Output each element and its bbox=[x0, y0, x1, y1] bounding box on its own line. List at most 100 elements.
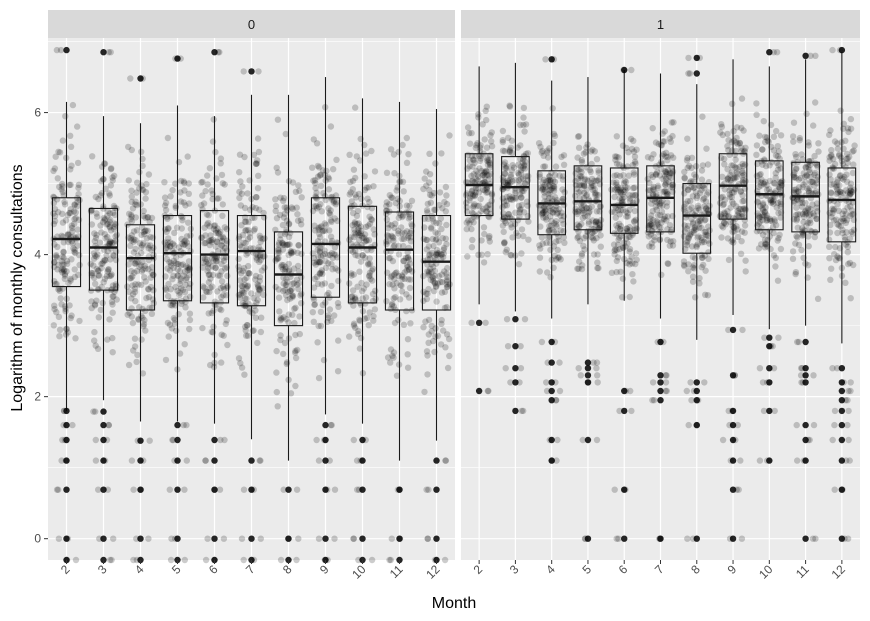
jitter-point bbox=[211, 222, 219, 229]
jitter-point bbox=[178, 261, 185, 269]
jitter-point bbox=[104, 212, 111, 219]
jitter-point bbox=[369, 277, 376, 284]
jitter-point bbox=[753, 100, 760, 107]
jitter-point bbox=[219, 283, 227, 290]
jitter-point bbox=[289, 294, 296, 301]
jitter-point bbox=[214, 238, 221, 246]
jitter-point bbox=[177, 198, 184, 205]
jitter-point bbox=[106, 192, 114, 199]
outlier-point bbox=[322, 457, 329, 464]
jitter-point bbox=[355, 327, 362, 335]
jitter-point bbox=[254, 296, 261, 304]
jitter-point bbox=[845, 260, 852, 268]
jitter-point bbox=[755, 245, 763, 252]
jitter-point bbox=[631, 218, 638, 226]
jitter-point bbox=[181, 241, 189, 248]
jitter-point bbox=[364, 195, 371, 202]
jitter-point bbox=[94, 213, 101, 220]
jitter-point bbox=[281, 210, 288, 217]
jitter-point bbox=[805, 243, 812, 250]
jitter-point bbox=[468, 129, 475, 137]
jitter-point bbox=[272, 283, 279, 291]
jitter-point bbox=[220, 235, 227, 242]
jitter-point bbox=[359, 252, 366, 259]
jitter-point bbox=[174, 266, 181, 273]
facet-strip-label: 1 bbox=[657, 17, 664, 32]
jitter-point bbox=[129, 273, 136, 280]
jitter-point bbox=[326, 251, 334, 259]
jitter-point bbox=[326, 227, 333, 234]
jitter-point bbox=[524, 202, 531, 209]
jitter-point bbox=[275, 247, 282, 254]
jitter-point bbox=[253, 256, 260, 263]
jitter-point bbox=[204, 261, 212, 268]
jitter-point bbox=[202, 457, 209, 464]
jitter-point bbox=[57, 46, 65, 54]
jitter-point bbox=[486, 238, 493, 245]
jitter-point bbox=[56, 183, 63, 191]
jitter-point bbox=[295, 182, 302, 189]
jitter-point bbox=[217, 285, 225, 292]
jitter-point bbox=[129, 291, 137, 298]
jitter-point bbox=[718, 123, 726, 130]
jitter-point bbox=[148, 214, 156, 222]
jitter-point bbox=[129, 319, 137, 327]
jitter-point bbox=[289, 280, 296, 287]
jitter-point bbox=[208, 239, 215, 246]
jitter-point bbox=[444, 283, 451, 290]
jitter-point bbox=[352, 324, 359, 331]
jitter-point bbox=[273, 388, 280, 396]
jitter-point bbox=[483, 103, 490, 110]
jitter-point bbox=[346, 236, 353, 243]
jitter-point bbox=[313, 258, 321, 266]
jitter-point bbox=[59, 265, 66, 273]
jitter-point bbox=[803, 110, 810, 118]
jitter-point bbox=[728, 147, 736, 154]
jitter-point bbox=[169, 436, 176, 444]
jitter-point bbox=[243, 332, 250, 339]
jitter-point bbox=[355, 224, 362, 231]
jitter-point bbox=[420, 185, 427, 193]
jitter-point bbox=[362, 294, 370, 301]
jitter-point bbox=[128, 213, 135, 220]
jitter-point bbox=[354, 252, 362, 259]
jitter-point bbox=[424, 371, 431, 378]
jitter-point bbox=[253, 194, 260, 201]
jitter-point bbox=[108, 165, 115, 172]
jitter-point bbox=[92, 408, 99, 415]
jitter-point bbox=[387, 346, 395, 353]
jitter-point bbox=[358, 279, 365, 287]
jitter-point bbox=[134, 179, 141, 186]
jitter-point bbox=[387, 305, 394, 313]
jitter-point bbox=[101, 160, 108, 167]
outlier-point bbox=[693, 535, 700, 542]
jitter-point bbox=[317, 308, 325, 316]
jitter-point bbox=[168, 325, 176, 332]
jitter-point bbox=[590, 225, 597, 233]
jitter-point bbox=[74, 159, 82, 167]
jitter-point bbox=[126, 309, 133, 316]
jitter-point bbox=[179, 240, 186, 247]
jitter-point bbox=[53, 486, 61, 493]
outlier-point bbox=[766, 379, 773, 386]
jitter-point bbox=[294, 211, 301, 218]
jitter-point bbox=[594, 251, 601, 258]
jitter-point bbox=[831, 251, 838, 258]
jitter-point bbox=[538, 338, 546, 346]
jitter-point bbox=[107, 256, 114, 263]
jitter-point bbox=[71, 201, 78, 208]
jitter-point bbox=[201, 224, 208, 231]
jitter-point bbox=[178, 225, 185, 232]
jitter-point bbox=[831, 138, 839, 145]
jitter-point bbox=[167, 243, 174, 250]
jitter-point bbox=[626, 248, 633, 255]
jitter-point bbox=[202, 288, 210, 295]
outlier-point bbox=[693, 397, 700, 404]
jitter-point bbox=[588, 182, 595, 189]
jitter-point bbox=[186, 264, 193, 271]
jitter-point bbox=[518, 226, 526, 233]
jitter-point bbox=[556, 387, 564, 395]
jitter-point bbox=[694, 192, 701, 199]
jitter-point bbox=[293, 204, 300, 211]
jitter-point bbox=[75, 271, 82, 278]
